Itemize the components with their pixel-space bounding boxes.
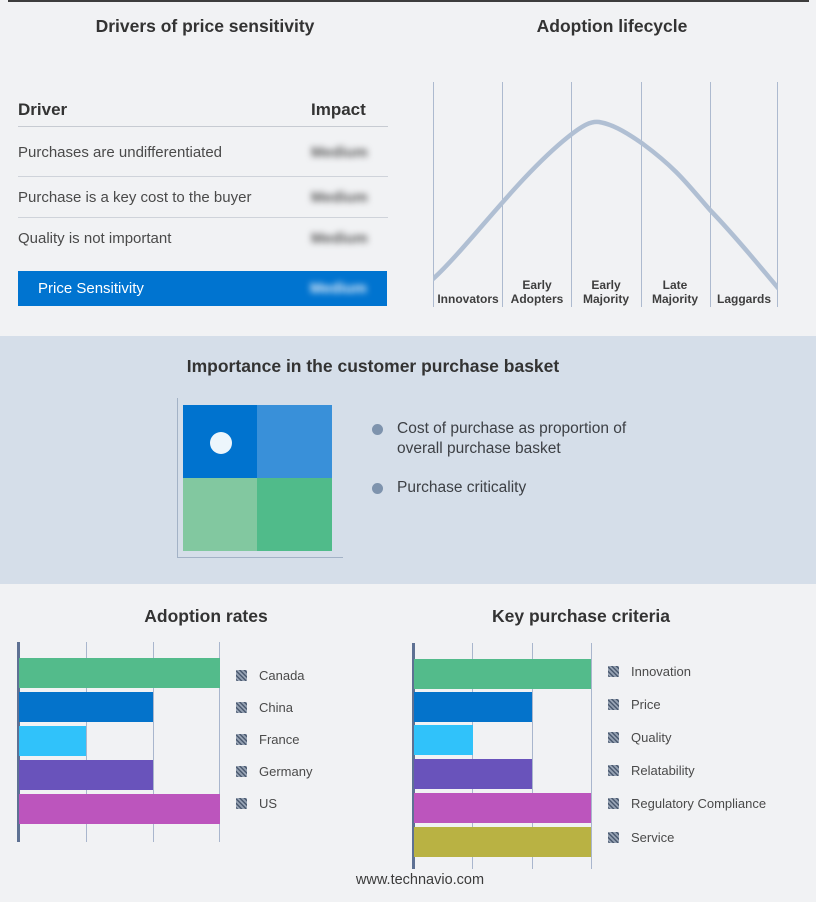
quadrant-top-right — [257, 405, 332, 478]
bar-us — [19, 794, 220, 824]
adoption-curve — [433, 119, 778, 291]
legend-swatch-hatched-icon — [608, 731, 619, 743]
price-sensitivity-row: Price Sensitivity Medium — [18, 271, 387, 306]
driver-cell: Purchases are undifferentiated — [18, 143, 223, 161]
gridline — [219, 642, 220, 842]
table-row: Quality is not important Medium — [18, 218, 388, 258]
table-row: Purchases are undifferentiated Medium — [18, 128, 388, 177]
bar-innovation — [414, 659, 591, 689]
driver-cell: Price Sensitivity — [38, 280, 144, 297]
stage-label-early-adopters: Early Adopters — [510, 278, 564, 306]
bullet-item: Cost of purchase as proportion of overal… — [372, 419, 643, 458]
gridline — [710, 82, 711, 307]
purchase-basket-section: Importance in the customer purchase bask… — [0, 336, 816, 584]
stage-label-late-majority: Late Majority — [651, 278, 698, 306]
bar-service — [414, 827, 591, 857]
gridline — [591, 643, 592, 869]
legend-swatch-hatched-icon — [236, 733, 247, 745]
bullet-icon — [372, 424, 383, 435]
legend-item-france: France — [236, 723, 299, 755]
bar-china — [19, 692, 153, 722]
legend-item-service: Service — [608, 821, 674, 853]
gridline — [502, 82, 503, 307]
gridline — [153, 642, 154, 842]
quadrant-chart — [183, 405, 332, 551]
stage-label-early-majority: Early Majority — [582, 278, 629, 306]
gridline — [532, 643, 533, 869]
lifecycle-panel-title: Adoption lifecycle — [536, 16, 688, 36]
gridline — [641, 82, 642, 307]
bullet-text: Purchase criticality — [397, 479, 527, 496]
quadrant-top-left — [183, 405, 257, 478]
gridline — [472, 643, 473, 869]
legend-item-us: US — [236, 787, 277, 819]
bar-france — [19, 726, 86, 756]
legend-item-canada: Canada — [236, 659, 305, 691]
purchase-basket-title: Importance in the customer purchase bask… — [186, 356, 560, 376]
impact-cell-blurred: Medium — [311, 229, 368, 247]
bar-relatability — [414, 759, 532, 789]
y-axis — [17, 642, 20, 842]
legend-swatch-hatched-icon — [608, 797, 619, 809]
adoption-lifecycle-chart: Innovators Early Adopters Early Majority… — [433, 82, 778, 307]
gridline — [777, 82, 778, 307]
bullet-text: Cost of purchase as proportion of overal… — [397, 420, 627, 457]
gridline — [433, 82, 434, 307]
bar-germany — [19, 760, 153, 790]
top-border-line — [8, 0, 809, 2]
gridline — [571, 82, 572, 307]
drivers-panel-title: Drivers of price sensitivity — [95, 16, 315, 36]
legend-item-relatability: Relatability — [608, 754, 695, 786]
legend-swatch-hatched-icon — [608, 831, 619, 843]
gridline — [86, 642, 87, 842]
website-link[interactable]: www.technavio.com — [355, 872, 485, 888]
stage-label-innovators: Innovators — [437, 291, 499, 306]
legend-item-regulatory-compliance: Regulatory Compliance — [608, 787, 766, 819]
bar-quality — [414, 725, 473, 755]
impact-cell-blurred: Medium — [310, 280, 367, 297]
legend-swatch-hatched-icon — [608, 698, 619, 710]
quadrant-bottom-left — [183, 478, 257, 551]
bullet-item: Purchase criticality — [372, 478, 643, 498]
legend-swatch-hatched-icon — [236, 765, 247, 777]
legend-swatch-hatched-icon — [608, 665, 619, 677]
impact-cell-blurred: Medium — [311, 188, 368, 206]
legend-swatch-hatched-icon — [236, 797, 247, 809]
impact-column-header: Impact — [311, 100, 366, 119]
driver-cell: Purchase is a key cost to the buyer — [18, 188, 252, 206]
legend-item-china: China — [236, 691, 293, 723]
impact-cell-blurred: Medium — [311, 143, 368, 161]
bar-canada — [19, 658, 220, 688]
legend-swatch-hatched-icon — [608, 764, 619, 776]
legend-swatch-hatched-icon — [236, 701, 247, 713]
legend-item-germany: Germany — [236, 755, 312, 787]
adoption-curve-line — [433, 119, 778, 291]
key-purchase-criteria-title: Key purchase criteria — [491, 606, 670, 626]
legend-item-quality: Quality — [608, 721, 671, 753]
bullet-icon — [372, 483, 383, 494]
quadrant-x-axis — [177, 557, 343, 558]
stage-label-laggards: Laggards — [716, 291, 771, 306]
quadrant-bottom-right — [257, 478, 332, 551]
table-row: Purchase is a key cost to the buyer Medi… — [18, 177, 388, 218]
bar-regulatory-compliance — [414, 793, 591, 823]
drivers-table-header: Driver Impact — [18, 94, 388, 127]
bar-price — [414, 692, 532, 722]
driver-cell: Quality is not important — [18, 229, 172, 247]
legend-swatch-hatched-icon — [236, 669, 247, 681]
position-dot — [210, 432, 232, 454]
legend-item-innovation: Innovation — [608, 655, 691, 687]
driver-column-header: Driver — [18, 100, 68, 119]
y-axis — [412, 643, 415, 869]
adoption-rates-title: Adoption rates — [144, 606, 268, 626]
quadrant-y-axis — [177, 398, 178, 558]
legend-item-price: Price — [608, 688, 661, 720]
